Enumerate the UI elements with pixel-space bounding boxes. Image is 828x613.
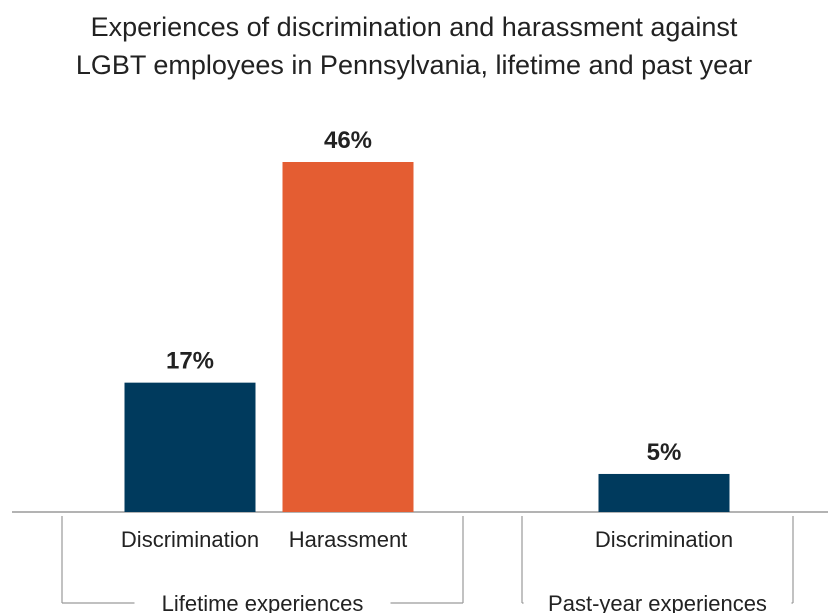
category-label-lifetime-harassment: Harassment (289, 527, 408, 552)
data-label-lifetime-harassment: 46% (324, 127, 372, 154)
chart-title-line-2: LGBT employees in Pennsylvania, lifetime… (75, 50, 753, 80)
group-label-past-year: Past-year experiences (548, 591, 767, 613)
category-label-lifetime-discrimination: Discrimination (121, 527, 259, 552)
bar-past-year-discrimination (598, 473, 730, 512)
chart-title: Experiences of discrimination and harass… (0, 8, 828, 84)
chart-title-line-1: Experiences of discrimination and harass… (90, 12, 738, 42)
bar-lifetime-discrimination (124, 382, 256, 512)
category-label-past-year-discrimination: Discrimination (595, 527, 733, 552)
data-label-lifetime-discrimination: 17% (166, 348, 214, 375)
bar-lifetime-harassment (282, 162, 414, 512)
data-label-past-year-discrimination: 5% (647, 439, 682, 466)
group-label-lifetime: Lifetime experiences (162, 591, 364, 613)
